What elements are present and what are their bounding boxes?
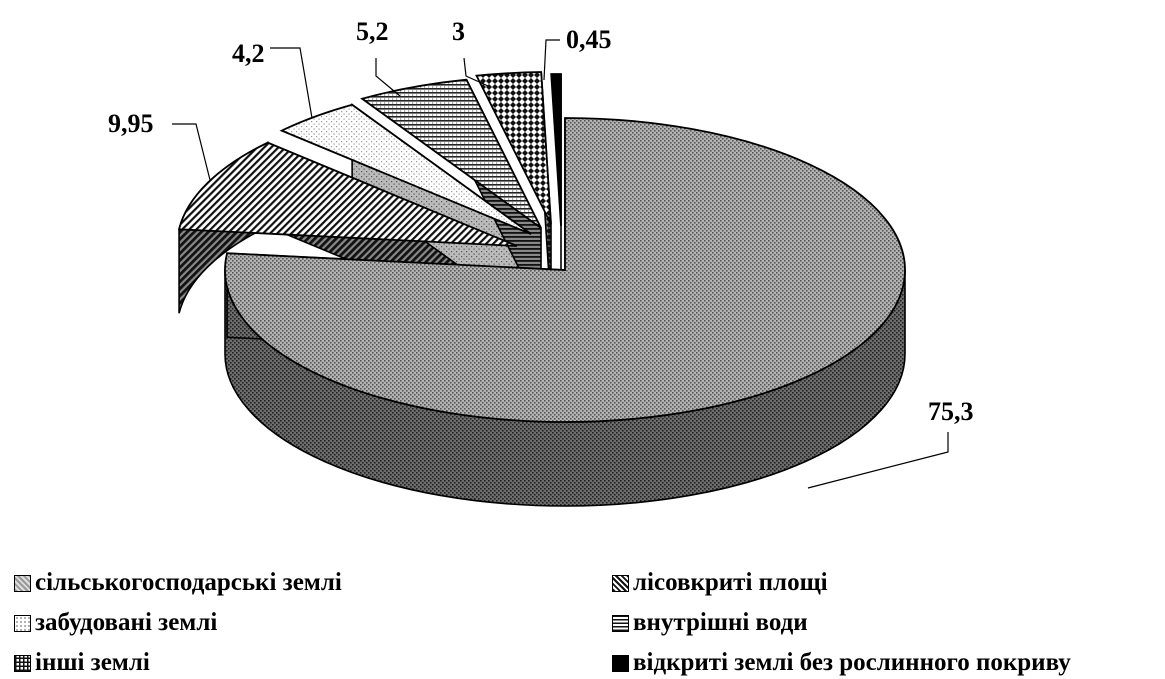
legend-swatch — [612, 614, 629, 632]
legend-label: внутрішні води — [633, 609, 808, 636]
data-label-5: 0,45 — [566, 25, 612, 54]
pie-chart-svg: 75,3 9,95 4,2 5,2 3 0,45 — [108, 17, 974, 507]
pie-slice-забудовані-землі — [279, 103, 532, 235]
legend-item-відкриті-землі-без-рослинного-покриву: відкриті землі без рослинного покриву — [612, 648, 1071, 678]
pie-slice-відкриті-землі-без-рослинного-покриву — [550, 73, 562, 227]
pie-slice-внутрішні-води — [360, 78, 542, 229]
data-label-2: 4,2 — [232, 39, 265, 68]
pie-slice-сільськогосподарські-землі — [224, 117, 906, 423]
legend-label: інші землі — [35, 649, 150, 676]
legend-label: відкриті землі без рослинного покриву — [633, 649, 1071, 676]
pie-slice-інші-землі — [475, 71, 552, 225]
legend-item-забудовані-землі: забудовані землі — [14, 608, 217, 638]
legend-label: забудовані землі — [35, 609, 218, 636]
data-label-4: 3 — [452, 17, 465, 46]
legend-swatch — [612, 654, 629, 672]
pie-slice-лісовкриті-площі — [177, 141, 518, 247]
leader-line-5 — [543, 39, 560, 81]
legend-label: лісовкриті площі — [633, 569, 828, 596]
chart-legend: сільськогосподарські землі лісовкриті пло… — [0, 560, 1165, 679]
data-label-0: 75,3 — [928, 397, 974, 426]
legend-swatch — [14, 614, 31, 632]
legend-label: сільськогосподарські землі — [35, 569, 342, 596]
data-label-3: 5,2 — [356, 17, 389, 46]
legend-swatch — [14, 574, 31, 592]
legend-swatch — [14, 654, 31, 672]
legend-item-лісовкриті-площі: лісовкриті площі — [612, 568, 828, 598]
data-label-1: 9,95 — [108, 109, 154, 138]
leader-line-3 — [375, 58, 401, 97]
legend-item-сільськогосподарські-землі: сільськогосподарські землі — [14, 568, 342, 598]
legend-swatch — [612, 574, 629, 592]
leader-line-4 — [463, 57, 489, 87]
legend-item-інші-землі: інші землі — [14, 648, 150, 678]
leader-line-0 — [807, 432, 949, 489]
legend-item-внутрішні-води: внутрішні води — [612, 608, 808, 638]
leader-line-2 — [270, 47, 313, 119]
leader-line-1 — [172, 123, 211, 181]
